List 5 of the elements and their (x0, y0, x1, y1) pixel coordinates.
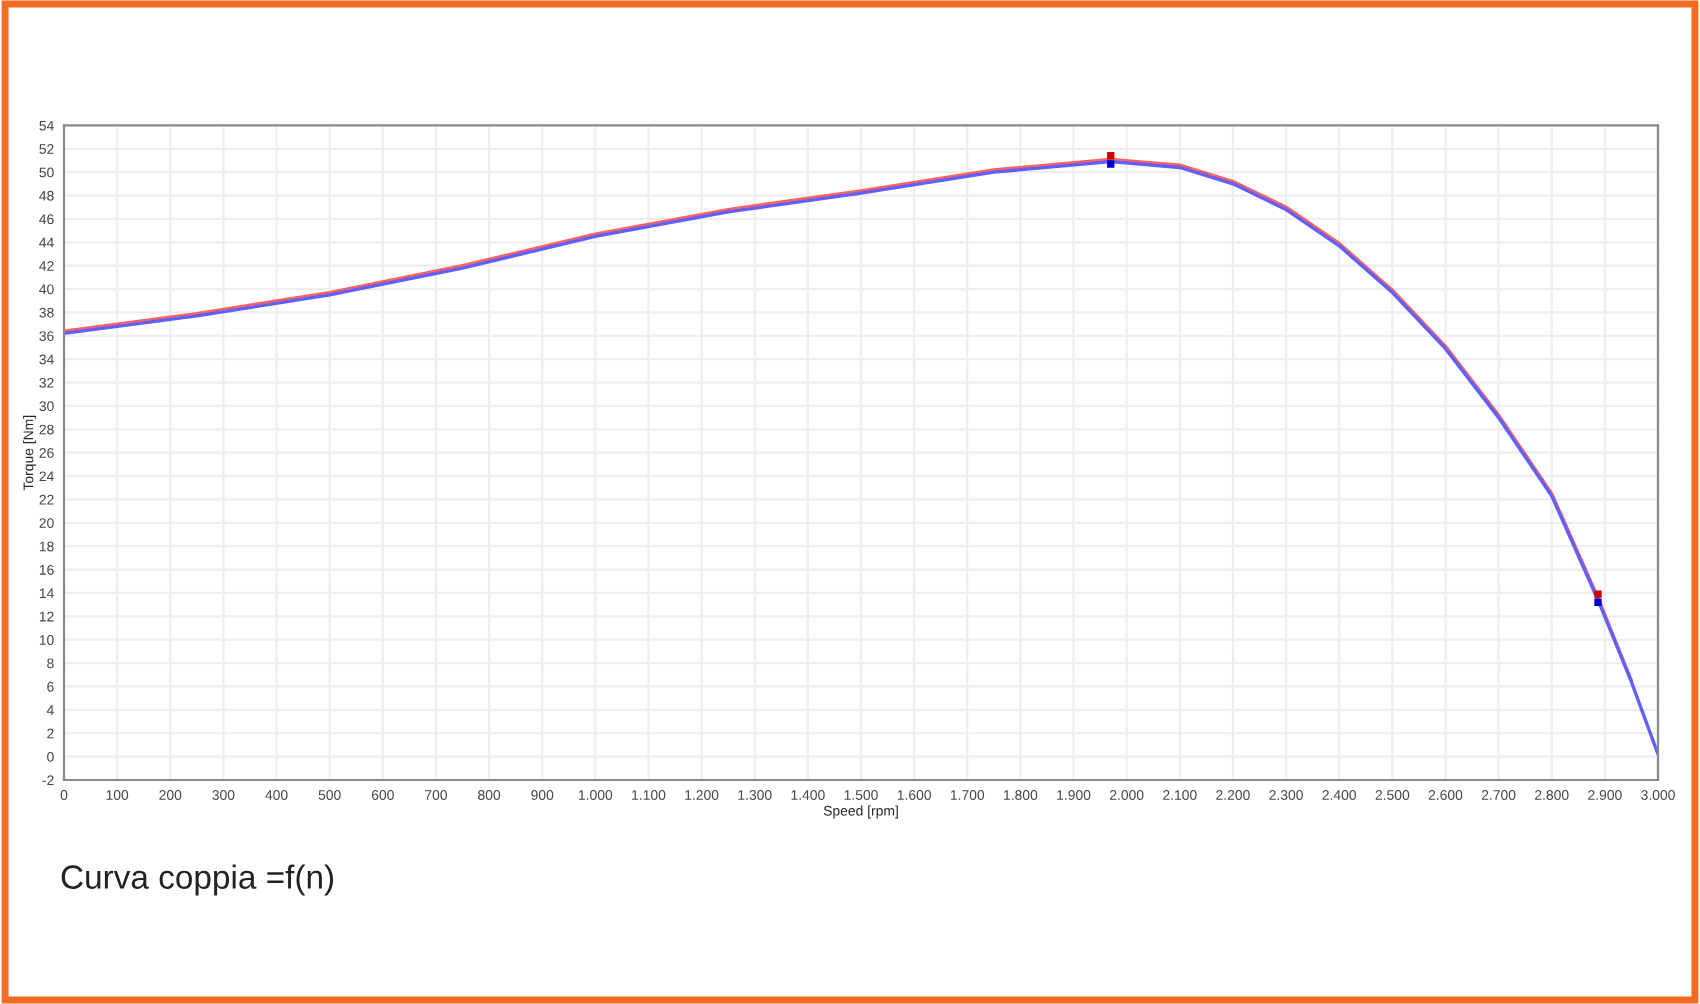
point (1594, 590, 1602, 598)
text: Curva coppia =f(n) (61, 864, 334, 896)
point (1107, 152, 1115, 160)
point (1107, 160, 1115, 168)
point (1594, 598, 1602, 606)
